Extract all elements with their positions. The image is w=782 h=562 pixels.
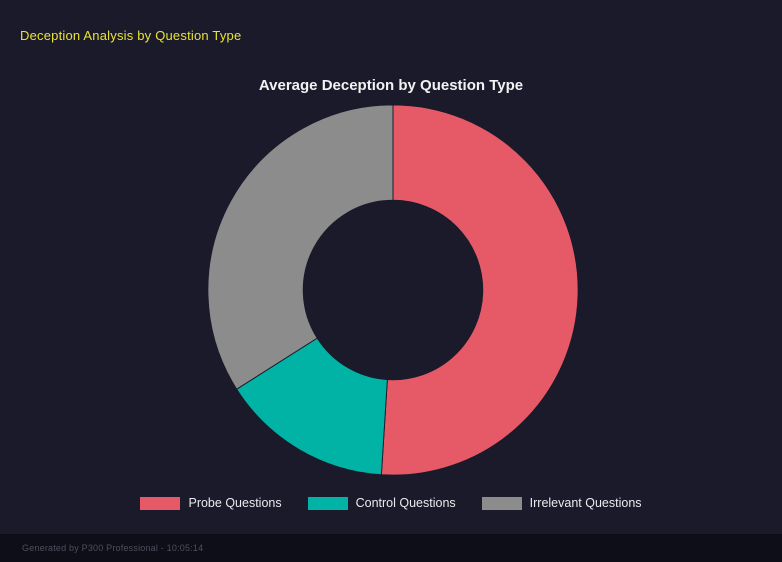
donut-chart[interactable] [206, 103, 580, 477]
legend-item-control[interactable]: Control Questions [307, 496, 456, 510]
chart-title: Average Deception by Question Type [258, 77, 524, 94]
legend-swatch-irrelevant [481, 496, 522, 510]
legend-label-probe: Probe Questions [188, 496, 282, 510]
chart-container [206, 103, 580, 477]
legend-item-probe[interactable]: Probe Questions [140, 496, 282, 510]
chart-legend: Probe Questions Control Questions Irrele… [0, 496, 782, 510]
donut-segment-1[interactable] [236, 337, 388, 476]
legend-label-irrelevant: Irrelevant Questions [529, 496, 642, 510]
legend-label-control: Control Questions [355, 496, 456, 510]
legend-swatch-probe [140, 496, 181, 510]
footer-text: Generated by P300 Professional - 10:05:1… [22, 543, 204, 553]
legend-swatch-control [307, 496, 348, 510]
status-bar: Generated by P300 Professional - 10:05:1… [0, 534, 782, 562]
page-title: Deception Analysis by Question Type [20, 28, 242, 43]
donut-segment-0[interactable] [380, 104, 579, 476]
legend-item-irrelevant[interactable]: Irrelevant Questions [481, 496, 642, 510]
donut-segment-2[interactable] [207, 104, 394, 390]
